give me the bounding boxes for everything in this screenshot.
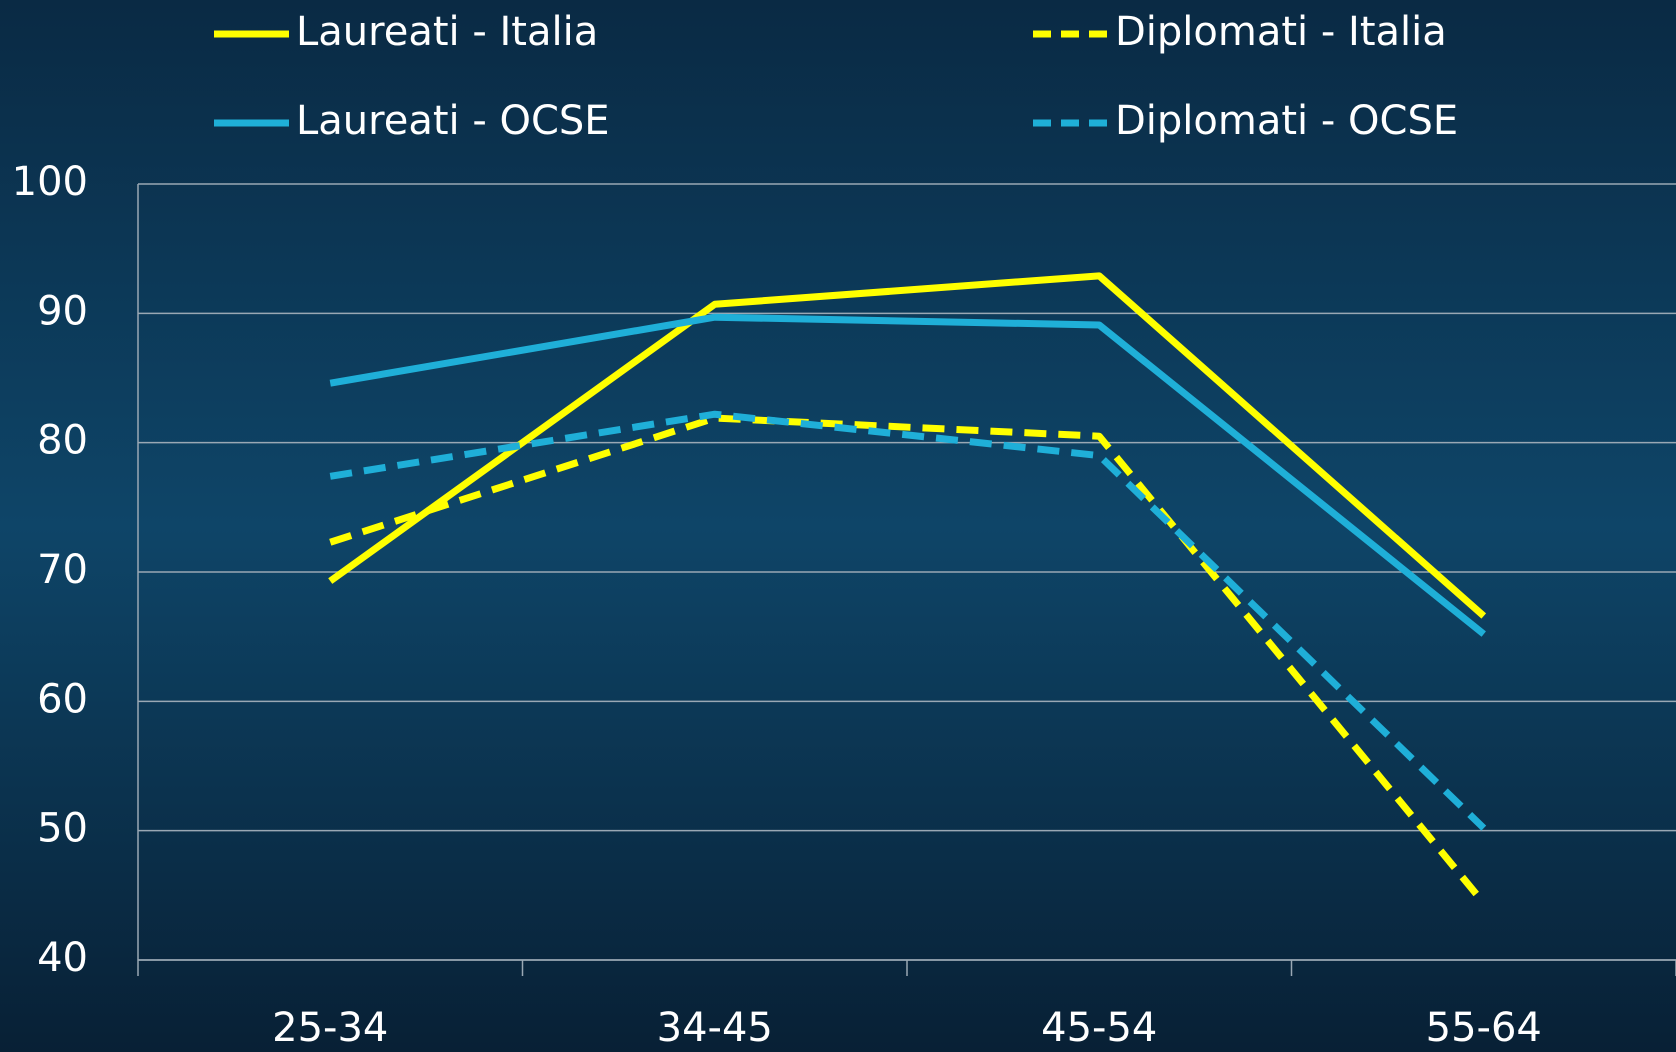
legend-label: Diplomati - OCSE	[1115, 98, 1458, 144]
x-tick-label: 34-45	[657, 1005, 773, 1051]
legend-label: Laureati - OCSE	[296, 98, 610, 144]
y-tick-label: 90	[37, 288, 88, 334]
series-line	[329, 410, 1487, 831]
y-tick-label: 100	[12, 159, 88, 205]
y-tick-label: 40	[37, 935, 88, 981]
y-tick-label: 50	[37, 806, 88, 852]
y-tick-label: 70	[37, 547, 88, 593]
y-tick-label: 80	[37, 418, 88, 464]
y-tick-label: 60	[37, 676, 88, 722]
x-tick-label: 25-34	[272, 1005, 388, 1051]
x-tick-label: 45-54	[1041, 1005, 1157, 1051]
legend-label: Laureati - Italia	[296, 9, 598, 55]
series-line	[329, 414, 1487, 906]
series-line	[329, 313, 1486, 637]
series-line	[328, 272, 1487, 619]
legend-label: Diplomati - Italia	[1115, 9, 1447, 55]
x-tick-label: 55-64	[1426, 1005, 1542, 1051]
